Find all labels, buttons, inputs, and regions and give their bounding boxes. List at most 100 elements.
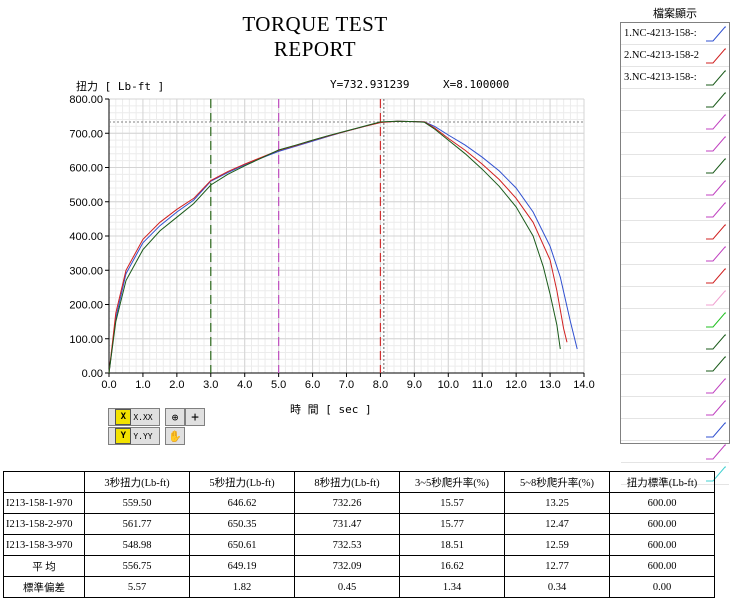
column-header: 3秒扭力(Lb-ft): [84, 471, 190, 493]
crosshair-icon: +: [191, 409, 199, 425]
table-cell: 650.35: [189, 513, 295, 535]
table-cell: 0.00: [609, 576, 715, 598]
legend-item[interactable]: 2.NC-4213-158-2: [621, 45, 729, 67]
legend-swatch: [706, 114, 726, 130]
legend-item[interactable]: [621, 177, 729, 199]
legend-item[interactable]: [621, 287, 729, 309]
legend-swatch: [706, 378, 726, 394]
x-tick-label: 6.0: [305, 379, 320, 391]
y-tick-label: 800.00: [69, 94, 103, 106]
table-cell: 5.57: [84, 576, 190, 598]
y-tick-label: 500.00: [69, 197, 103, 209]
column-header: 5秒扭力(Lb-ft): [189, 471, 295, 493]
legend-header: 檔案顯示: [653, 8, 697, 20]
legend-item[interactable]: [621, 243, 729, 265]
x-tick-label: 1.0: [135, 379, 150, 391]
table-cell: 0.34: [504, 576, 610, 598]
y-tick-label: 300.00: [69, 265, 103, 277]
x-cursor-readout: X=8.100000: [443, 78, 510, 91]
x-tick-label: 7.0: [339, 379, 354, 391]
x-scale-button[interactable]: X X.XX: [108, 408, 160, 426]
table-cell: 548.98: [84, 534, 190, 556]
legend-item[interactable]: [621, 221, 729, 243]
y-tick-label: 200.00: [69, 300, 103, 312]
legend-item[interactable]: [621, 441, 729, 463]
table-cell: 600.00: [609, 534, 715, 556]
table-cell: 12.77: [504, 555, 610, 577]
legend-swatch: [706, 158, 726, 174]
y-axis-icon: Y: [115, 428, 132, 444]
legend-swatch: [706, 246, 726, 262]
row-header-cell: I213-158-1-970: [3, 492, 85, 514]
x-tick-label: 10.0: [438, 379, 459, 391]
table-cell: 646.62: [189, 492, 295, 514]
legend-item[interactable]: [621, 309, 729, 331]
legend-swatch: [706, 400, 726, 416]
table-cell: 559.50: [84, 492, 190, 514]
zoom-button[interactable]: ⊕: [165, 408, 185, 426]
x-tick-label: 3.0: [203, 379, 218, 391]
table-cell: 16.62: [399, 555, 505, 577]
table-cell: 15.57: [399, 492, 505, 514]
x-tick-label: 14.0: [573, 379, 594, 391]
row-header-cell: I213-158-2-970: [3, 513, 85, 535]
column-header: [3, 471, 85, 493]
legend-item[interactable]: [621, 265, 729, 287]
legend-swatch: [706, 334, 726, 350]
hand-icon: ✋: [168, 429, 182, 443]
table-cell: 18.51: [399, 534, 505, 556]
column-header: 5~8秒爬升率(%): [504, 471, 610, 493]
legend-swatch: [706, 290, 726, 306]
table-cell: 600.00: [609, 492, 715, 514]
legend-swatch: [706, 312, 726, 328]
row-header-cell: 平 均: [3, 555, 85, 577]
legend-swatch: [706, 48, 726, 64]
legend-item[interactable]: 3.NC-4213-158-:: [621, 67, 729, 89]
y-scale-button[interactable]: Y Y.YY: [108, 427, 160, 445]
x-tick-label: 4.0: [237, 379, 252, 391]
legend-item[interactable]: [621, 331, 729, 353]
series-line-2: [108, 120, 568, 374]
legend-swatch: [706, 268, 726, 284]
y-tick-label: 600.00: [69, 163, 103, 175]
legend-item[interactable]: [621, 155, 729, 177]
legend-swatch: [706, 92, 726, 108]
legend-item[interactable]: [621, 353, 729, 375]
table-cell: 12.59: [504, 534, 610, 556]
legend-item[interactable]: 1.NC-4213-158-:: [621, 23, 729, 45]
pan-button[interactable]: ✋: [165, 427, 185, 445]
legend-swatch: [706, 422, 726, 438]
legend-swatch: [706, 202, 726, 218]
table-row: I213-158-3-970 548.98 650.61 732.53 18.51 12.…: [3, 534, 715, 556]
y-tick-label: 0.00: [82, 368, 103, 380]
table-cell: 732.09: [294, 555, 400, 577]
x-tick-label: 2.0: [169, 379, 184, 391]
y-tick-label: 400.00: [69, 231, 103, 243]
statistics-table: 3秒扭力(Lb-ft) 5秒扭力(Lb-ft) 8秒扭力(Lb-ft) 3~5秒爬升率…: [3, 471, 715, 598]
legend-swatch: [706, 180, 726, 196]
table-header-row: 3秒扭力(Lb-ft) 5秒扭力(Lb-ft) 8秒扭力(Lb-ft) 3~5秒爬升率…: [3, 471, 715, 493]
x-tick-label: 12.0: [505, 379, 526, 391]
legend-item[interactable]: [621, 419, 729, 441]
x-axis-icon: X: [115, 409, 132, 425]
legend-item-label: 3.NC-4213-158-:: [624, 72, 697, 83]
file-display-legend[interactable]: 1.NC-4213-158-: 2.NC-4213-158-2 3.NC-4213-…: [620, 22, 730, 485]
legend-item[interactable]: [621, 199, 729, 221]
legend-item[interactable]: [621, 397, 729, 419]
column-header: 扭力標準(Lb-ft): [609, 471, 715, 493]
cursor-button[interactable]: +: [185, 408, 205, 426]
y-scale-format: Y.YY: [133, 431, 153, 441]
legend-item[interactable]: [621, 133, 729, 155]
x-tick-label: 9.0: [407, 379, 422, 391]
table-cell: 0.45: [294, 576, 400, 598]
x-scale-format: X.XX: [133, 412, 153, 422]
torque-chart[interactable]: 0.0 1.0 2.0 3.0 4.0 5.0 6.0 7.0 8.0 9.0 10.0 11.0 12…: [0, 0, 736, 400]
legend-item[interactable]: [621, 111, 729, 133]
legend-swatch: [706, 356, 726, 372]
legend-item-label: 2.NC-4213-158-2: [624, 50, 699, 61]
legend-item[interactable]: [621, 89, 729, 111]
legend-item[interactable]: [621, 375, 729, 397]
table-cell: 561.77: [84, 513, 190, 535]
x-tick-label: 0.0: [101, 379, 116, 391]
table-cell: 650.61: [189, 534, 295, 556]
